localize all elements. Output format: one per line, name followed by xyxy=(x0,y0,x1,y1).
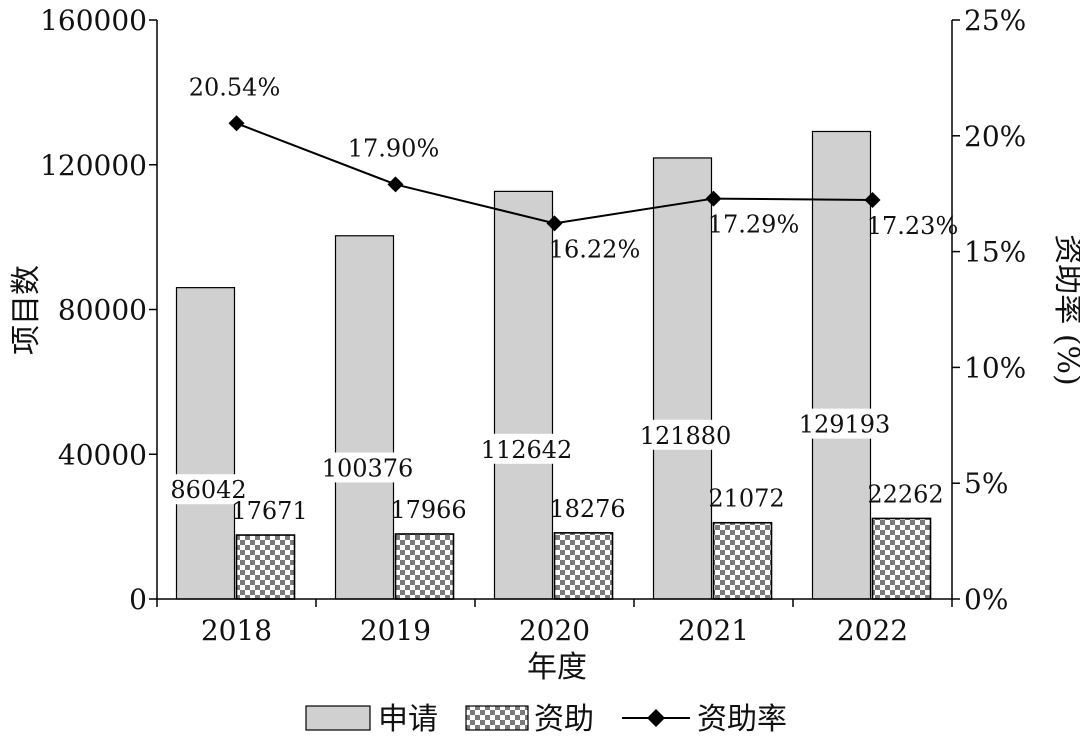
legend-swatch-apply xyxy=(305,705,371,731)
y2-tick-label: 0% xyxy=(964,583,1008,616)
rate-marker xyxy=(864,191,881,208)
bar-apply xyxy=(493,190,554,600)
legend-label-fund: 资助 xyxy=(534,702,594,737)
rate-value-label: 17.23% xyxy=(867,212,959,240)
bar-apply-value: 121880 xyxy=(640,422,732,450)
bar-fund xyxy=(871,517,932,600)
bar-apply-value: 112642 xyxy=(481,436,573,464)
bar-fund xyxy=(553,532,614,600)
legend-marker-rate xyxy=(647,709,665,727)
y2-tick-label: 5% xyxy=(964,467,1008,500)
y-tick-label: 160000 xyxy=(40,4,147,37)
x-tick-label: 2022 xyxy=(837,614,908,647)
bar-apply xyxy=(652,157,713,600)
rate-value-label: 16.22% xyxy=(549,235,641,263)
axes: 0 40000 80000 120000 160000 0% 5% 10% 15% 20% 25% 2… xyxy=(40,4,1026,647)
bar-apply-value: 100376 xyxy=(322,454,414,482)
bar-apply-label-bg xyxy=(810,408,879,439)
bar-apply-value: 86042 xyxy=(170,476,246,504)
bar-apply xyxy=(175,287,236,600)
y2-tick-label: 20% xyxy=(964,120,1026,153)
bar-apply-label-bg xyxy=(492,433,561,464)
y2-tick-label: 15% xyxy=(964,236,1026,269)
x-tick-label: 2021 xyxy=(678,614,749,647)
rate-value-label: 17.90% xyxy=(348,134,440,162)
rate-value-label: 17.29% xyxy=(708,211,800,239)
x-axis-title: 年度 xyxy=(527,650,587,685)
bar-fund-value: 17966 xyxy=(390,496,466,524)
rate-marker xyxy=(546,215,563,232)
y-tick-label: 80000 xyxy=(58,294,147,327)
y2-tick-label: 10% xyxy=(964,351,1026,384)
bar-apply-label-bg xyxy=(651,419,720,450)
bar-apply-label: 100376 xyxy=(322,452,414,483)
bar-fund-value: 17671 xyxy=(231,497,307,525)
bar-apply-value: 129193 xyxy=(799,411,891,439)
bar-apply-label: 121880 xyxy=(640,419,732,450)
y2-tick-label: 25% xyxy=(964,4,1026,37)
rate-marker xyxy=(705,190,722,207)
bar-apply-label: 112642 xyxy=(481,433,573,464)
bar-fund-value: 22262 xyxy=(867,480,943,508)
bar-apply-label-bg xyxy=(174,474,243,505)
y-tick-label: 40000 xyxy=(58,438,147,471)
rate-line xyxy=(236,122,873,225)
bar-apply-label: 86042 xyxy=(170,474,247,505)
bar-fund xyxy=(235,534,296,600)
funding-rate-line xyxy=(228,115,881,232)
legend-label-rate: 资助率 xyxy=(697,702,787,737)
bar-fund-value: 21072 xyxy=(708,485,784,513)
legend: 申请 资助 资助率 xyxy=(305,702,787,737)
legend-swatch-fund xyxy=(465,705,529,731)
legend-label-apply: 申请 xyxy=(378,702,438,737)
bar-fund xyxy=(394,533,455,600)
bar-apply-label-bg xyxy=(333,452,402,483)
x-tick-label: 2019 xyxy=(360,614,431,647)
y-axis-title: 项目数 xyxy=(9,265,44,355)
y2-axis-title: 资助率 (%) xyxy=(1050,234,1080,385)
x-tick-label: 2020 xyxy=(519,614,590,647)
rate-marker xyxy=(228,115,245,132)
y-tick-label: 0 xyxy=(129,583,147,616)
bar-fund xyxy=(712,521,773,600)
bar-apply xyxy=(334,235,395,600)
rate-marker xyxy=(387,176,404,193)
rate-value-label: 20.54% xyxy=(189,73,281,101)
bar-apply xyxy=(811,130,872,600)
bar-fund-value: 18276 xyxy=(549,495,625,523)
apply-bars xyxy=(175,130,872,600)
x-tick-label: 2018 xyxy=(201,614,272,647)
data-labels: 86042 100376 112642 121880 129193 17671 17966 1… xyxy=(170,73,958,525)
bar-apply-label: 129193 xyxy=(799,408,891,439)
y-tick-label: 120000 xyxy=(40,149,147,182)
